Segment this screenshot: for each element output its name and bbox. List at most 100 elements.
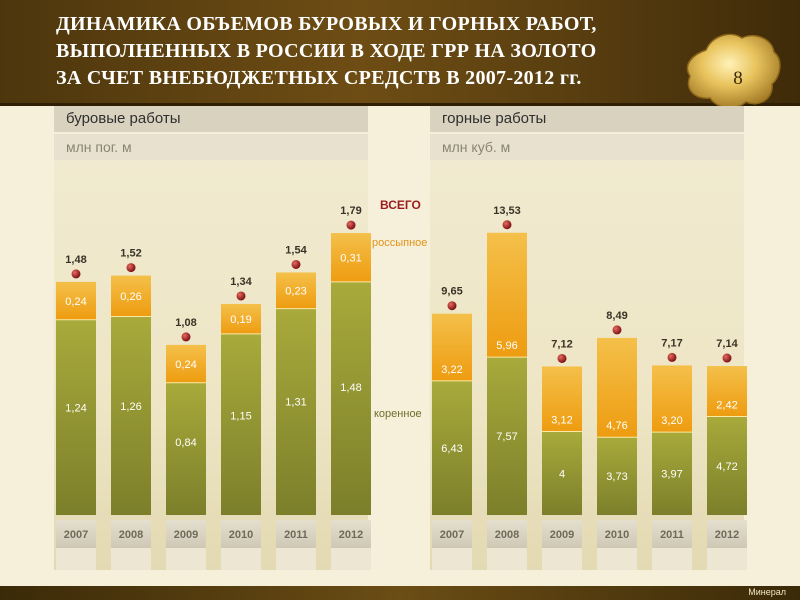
mining-panel-unit: млн куб. м	[430, 134, 744, 160]
total-value-label-1-2012: 7,14	[716, 338, 738, 350]
bar-placer-0-2009	[166, 344, 206, 383]
year-cell-shadow-0-2011	[276, 548, 316, 570]
placer-value-label-0-2007: 0,24	[65, 296, 86, 308]
year-cell-0-2010	[221, 520, 261, 548]
bar-placer-1-2008	[487, 232, 527, 358]
total-marker-0-2008	[126, 263, 136, 273]
placer-value-label-1-2012: 2,42	[716, 400, 737, 412]
placer-value-label-1-2008: 5,96	[496, 340, 517, 352]
year-label-1-2010: 2010	[605, 529, 629, 541]
year-cell-shadow-0-2007	[56, 548, 96, 570]
total-marker-1-2010	[612, 325, 622, 335]
bar-bedrock-0-2008	[111, 316, 151, 515]
bedrock-value-label-0-2008: 1,26	[120, 401, 141, 413]
bedrock-value-label-0-2012: 1,48	[340, 382, 361, 394]
year-cell-1-2008	[487, 520, 527, 548]
year-cell-shadow-1-2007	[432, 548, 472, 570]
slide-title: ДИНАМИКА ОБЪЕМОВ БУРОВЫХ И ГОРНЫХ РАБОТ,…	[56, 13, 597, 89]
bar-bedrock-1-2010	[597, 437, 637, 515]
year-cell-shadow-0-2010	[221, 548, 261, 570]
total-marker-1-2008	[502, 220, 512, 230]
bar-bedrock-1-2011	[652, 432, 692, 515]
total-value-label-1-2010: 8,49	[606, 310, 627, 322]
year-cell-0-2007	[56, 520, 96, 548]
total-value-label-0-2007: 1,48	[65, 254, 86, 266]
year-label-0-2007: 2007	[64, 529, 88, 541]
total-marker-1-2011	[667, 352, 677, 362]
bar-placer-1-2010	[597, 337, 637, 438]
bedrock-value-label-0-2011: 1,31	[285, 397, 306, 409]
year-cell-1-2010	[597, 520, 637, 548]
year-cell-shadow-1-2010	[597, 548, 637, 570]
total-marker-1-2009	[557, 353, 567, 363]
bar-bedrock-0-2011	[276, 308, 316, 515]
bar-bedrock-0-2010	[221, 333, 261, 515]
bar-bedrock-1-2012	[707, 416, 747, 515]
year-cell-shadow-0-2009	[166, 548, 206, 570]
year-cell-0-2012	[331, 520, 371, 548]
year-cell-0-2011	[276, 520, 316, 548]
year-label-1-2009: 2009	[550, 529, 574, 541]
slide-number: 8	[733, 68, 743, 89]
total-value-label-1-2007: 9,65	[441, 286, 462, 298]
legend-total-label: ВСЕГО	[380, 198, 421, 212]
bar-placer-0-2012	[331, 233, 371, 282]
year-cell-shadow-1-2012	[707, 548, 747, 570]
year-cell-0-2008	[111, 520, 151, 548]
placer-value-label-0-2012: 0,31	[340, 252, 361, 264]
year-label-0-2011: 2011	[284, 529, 308, 541]
bar-bedrock-0-2012	[331, 281, 371, 515]
total-marker-0-2012	[346, 220, 356, 230]
year-label-0-2012: 2012	[339, 529, 363, 541]
slide-header: ДИНАМИКА ОБЪЕМОВ БУРОВЫХ И ГОРНЫХ РАБОТ,…	[0, 0, 800, 109]
placer-value-label-1-2010: 4,76	[606, 420, 627, 432]
year-label-1-2007: 2007	[440, 529, 464, 541]
drilling-panel-title: буровые работы	[54, 106, 368, 132]
bar-bedrock-1-2008	[487, 357, 527, 515]
placer-value-label-0-2011: 0,23	[285, 286, 306, 298]
legend-placer-label: россыпное	[372, 237, 427, 249]
bedrock-value-label-0-2009: 0,84	[175, 437, 196, 449]
year-cell-1-2012	[707, 520, 747, 548]
bar-placer-1-2009	[542, 366, 582, 432]
bedrock-value-label-1-2012: 4,72	[716, 461, 737, 473]
bar-placer-0-2008	[111, 275, 151, 317]
bar-placer-0-2011	[276, 272, 316, 309]
slide-footer: Минерал	[0, 586, 800, 600]
legend-bedrock-label: коренное	[374, 408, 422, 420]
year-cell-shadow-0-2012	[331, 548, 371, 570]
bar-bedrock-0-2009	[166, 382, 206, 515]
placer-value-label-0-2010: 0,19	[230, 314, 251, 326]
bar-placer-0-2007	[56, 281, 96, 320]
total-marker-0-2007	[71, 269, 81, 279]
bedrock-value-label-1-2011: 3,97	[661, 469, 682, 481]
year-cell-1-2007	[432, 520, 472, 548]
year-cell-1-2011	[652, 520, 692, 548]
total-value-label-1-2011: 7,17	[661, 337, 682, 349]
total-value-label-1-2008: 13,53	[493, 205, 521, 217]
year-cell-0-2009	[166, 520, 206, 548]
year-label-0-2009: 2009	[174, 529, 198, 541]
bar-bedrock-0-2007	[56, 319, 96, 515]
year-cell-shadow-1-2009	[542, 548, 582, 570]
placer-value-label-1-2011: 3,20	[661, 415, 682, 427]
drilling-panel-unit: млн пог. м	[54, 134, 368, 160]
placer-value-label-1-2009: 3,12	[551, 415, 572, 427]
total-marker-0-2009	[181, 332, 191, 342]
bar-placer-1-2011	[652, 365, 692, 433]
bedrock-value-label-0-2007: 1,24	[65, 403, 86, 415]
total-value-label-0-2010: 1,34	[230, 276, 252, 288]
year-label-1-2011: 2011	[660, 529, 684, 541]
bar-placer-1-2007	[432, 313, 472, 381]
total-value-label-1-2009: 7,12	[551, 338, 572, 350]
bedrock-value-label-1-2007: 6,43	[441, 443, 462, 455]
year-label-1-2008: 2008	[495, 529, 519, 541]
total-value-label-0-2008: 1,52	[120, 248, 141, 260]
year-label-0-2010: 2010	[229, 529, 253, 541]
year-cell-shadow-1-2011	[652, 548, 692, 570]
total-value-label-0-2011: 1,54	[285, 244, 307, 256]
total-marker-0-2010	[236, 291, 246, 301]
total-value-label-0-2012: 1,79	[340, 205, 361, 217]
year-cell-shadow-0-2008	[111, 548, 151, 570]
